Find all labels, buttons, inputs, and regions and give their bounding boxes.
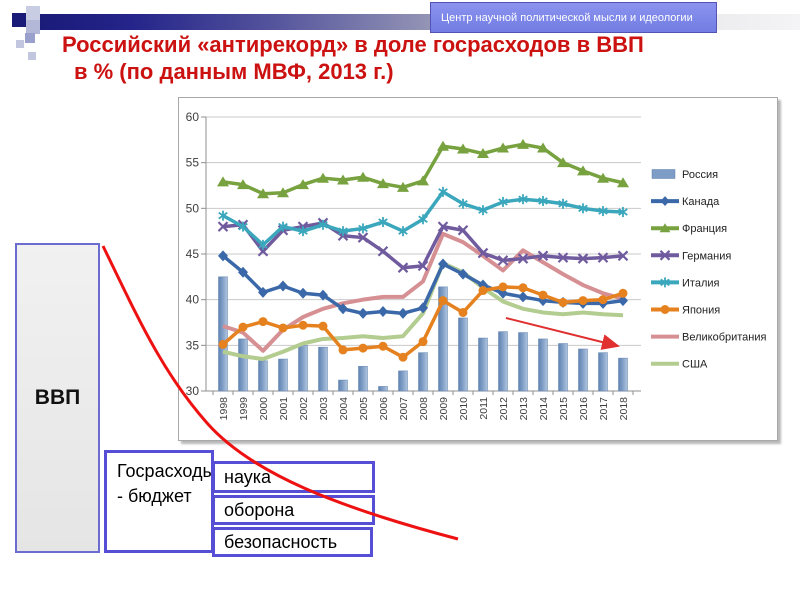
org-badge: Центр научной политической мысли и идеол… <box>430 2 717 33</box>
svg-text:30: 30 <box>186 384 200 398</box>
svg-text:2002: 2002 <box>298 397 310 421</box>
budget-box: Госрасходы - бюджет <box>104 450 216 553</box>
chart-figure: 30 35 40 45 50 55 60 1998 1999 2000 2001 2002 2003 20… <box>178 97 778 441</box>
svg-text:2006: 2006 <box>378 397 390 421</box>
svg-text:2005: 2005 <box>358 397 370 421</box>
svg-text:2018: 2018 <box>618 397 630 421</box>
svg-text:1998: 1998 <box>218 397 230 421</box>
svg-text:Россия: Россия <box>682 169 718 181</box>
svg-text:50: 50 <box>186 201 200 215</box>
svg-text:2015: 2015 <box>558 397 570 421</box>
gdp-box: ВВП <box>15 243 100 553</box>
svg-text:США: США <box>682 359 708 371</box>
org-badge-label: Центр научной политической мысли и идеол… <box>441 11 693 24</box>
svg-text:2007: 2007 <box>398 397 410 421</box>
budget-box-label: Госрасходы - бюджет <box>117 461 216 506</box>
item-box-science: наука <box>212 461 375 493</box>
decor-square <box>26 20 40 34</box>
decor-square <box>26 6 40 20</box>
item-box-security: безопасность <box>212 527 373 557</box>
item-box-defense: оборона <box>212 495 375 525</box>
slide-title-line1: Российский «антирекорд» в доле госрасход… <box>62 32 644 57</box>
svg-text:2012: 2012 <box>498 397 510 421</box>
svg-text:2004: 2004 <box>338 397 350 421</box>
decor-square <box>25 33 35 43</box>
svg-text:2017: 2017 <box>598 397 610 421</box>
svg-text:2001: 2001 <box>278 397 290 421</box>
svg-text:2010: 2010 <box>458 397 470 421</box>
svg-text:55: 55 <box>186 156 200 170</box>
svg-text:Канада: Канада <box>682 196 720 208</box>
slide-title-line2: в % (по данным МВФ, 2013 г.) <box>74 59 394 84</box>
svg-text:Германия: Германия <box>682 250 731 262</box>
svg-text:2011: 2011 <box>478 397 490 420</box>
svg-text:35: 35 <box>186 338 200 352</box>
decor-square <box>12 13 26 27</box>
svg-text:2016: 2016 <box>578 397 590 421</box>
item-science-label: наука <box>224 466 272 487</box>
svg-text:2009: 2009 <box>438 397 450 421</box>
gdp-box-label: ВВП <box>34 386 81 409</box>
svg-text:60: 60 <box>186 110 200 124</box>
svg-text:Франция: Франция <box>682 223 727 235</box>
item-security-label: безопасность <box>224 531 338 552</box>
svg-text:2008: 2008 <box>418 397 430 421</box>
svg-text:Италия: Италия <box>682 277 720 289</box>
chart-canvas: 30 35 40 45 50 55 60 1998 1999 2000 2001 2002 2003 20… <box>186 110 767 421</box>
svg-text:2013: 2013 <box>518 397 530 421</box>
decor-square <box>28 52 36 60</box>
svg-text:2003: 2003 <box>318 397 330 421</box>
slide-title: Российский «антирекорд» в доле госрасход… <box>62 31 742 85</box>
svg-text:45: 45 <box>186 247 200 261</box>
item-defense-label: оборона <box>224 499 295 520</box>
svg-text:Великобритания: Великобритания <box>682 332 767 344</box>
svg-text:40: 40 <box>186 293 200 307</box>
decor-square <box>16 40 24 48</box>
svg-text:2000: 2000 <box>258 397 270 421</box>
svg-text:1999: 1999 <box>238 397 250 421</box>
svg-text:2014: 2014 <box>538 397 550 421</box>
svg-text:Япония: Япония <box>682 305 720 317</box>
